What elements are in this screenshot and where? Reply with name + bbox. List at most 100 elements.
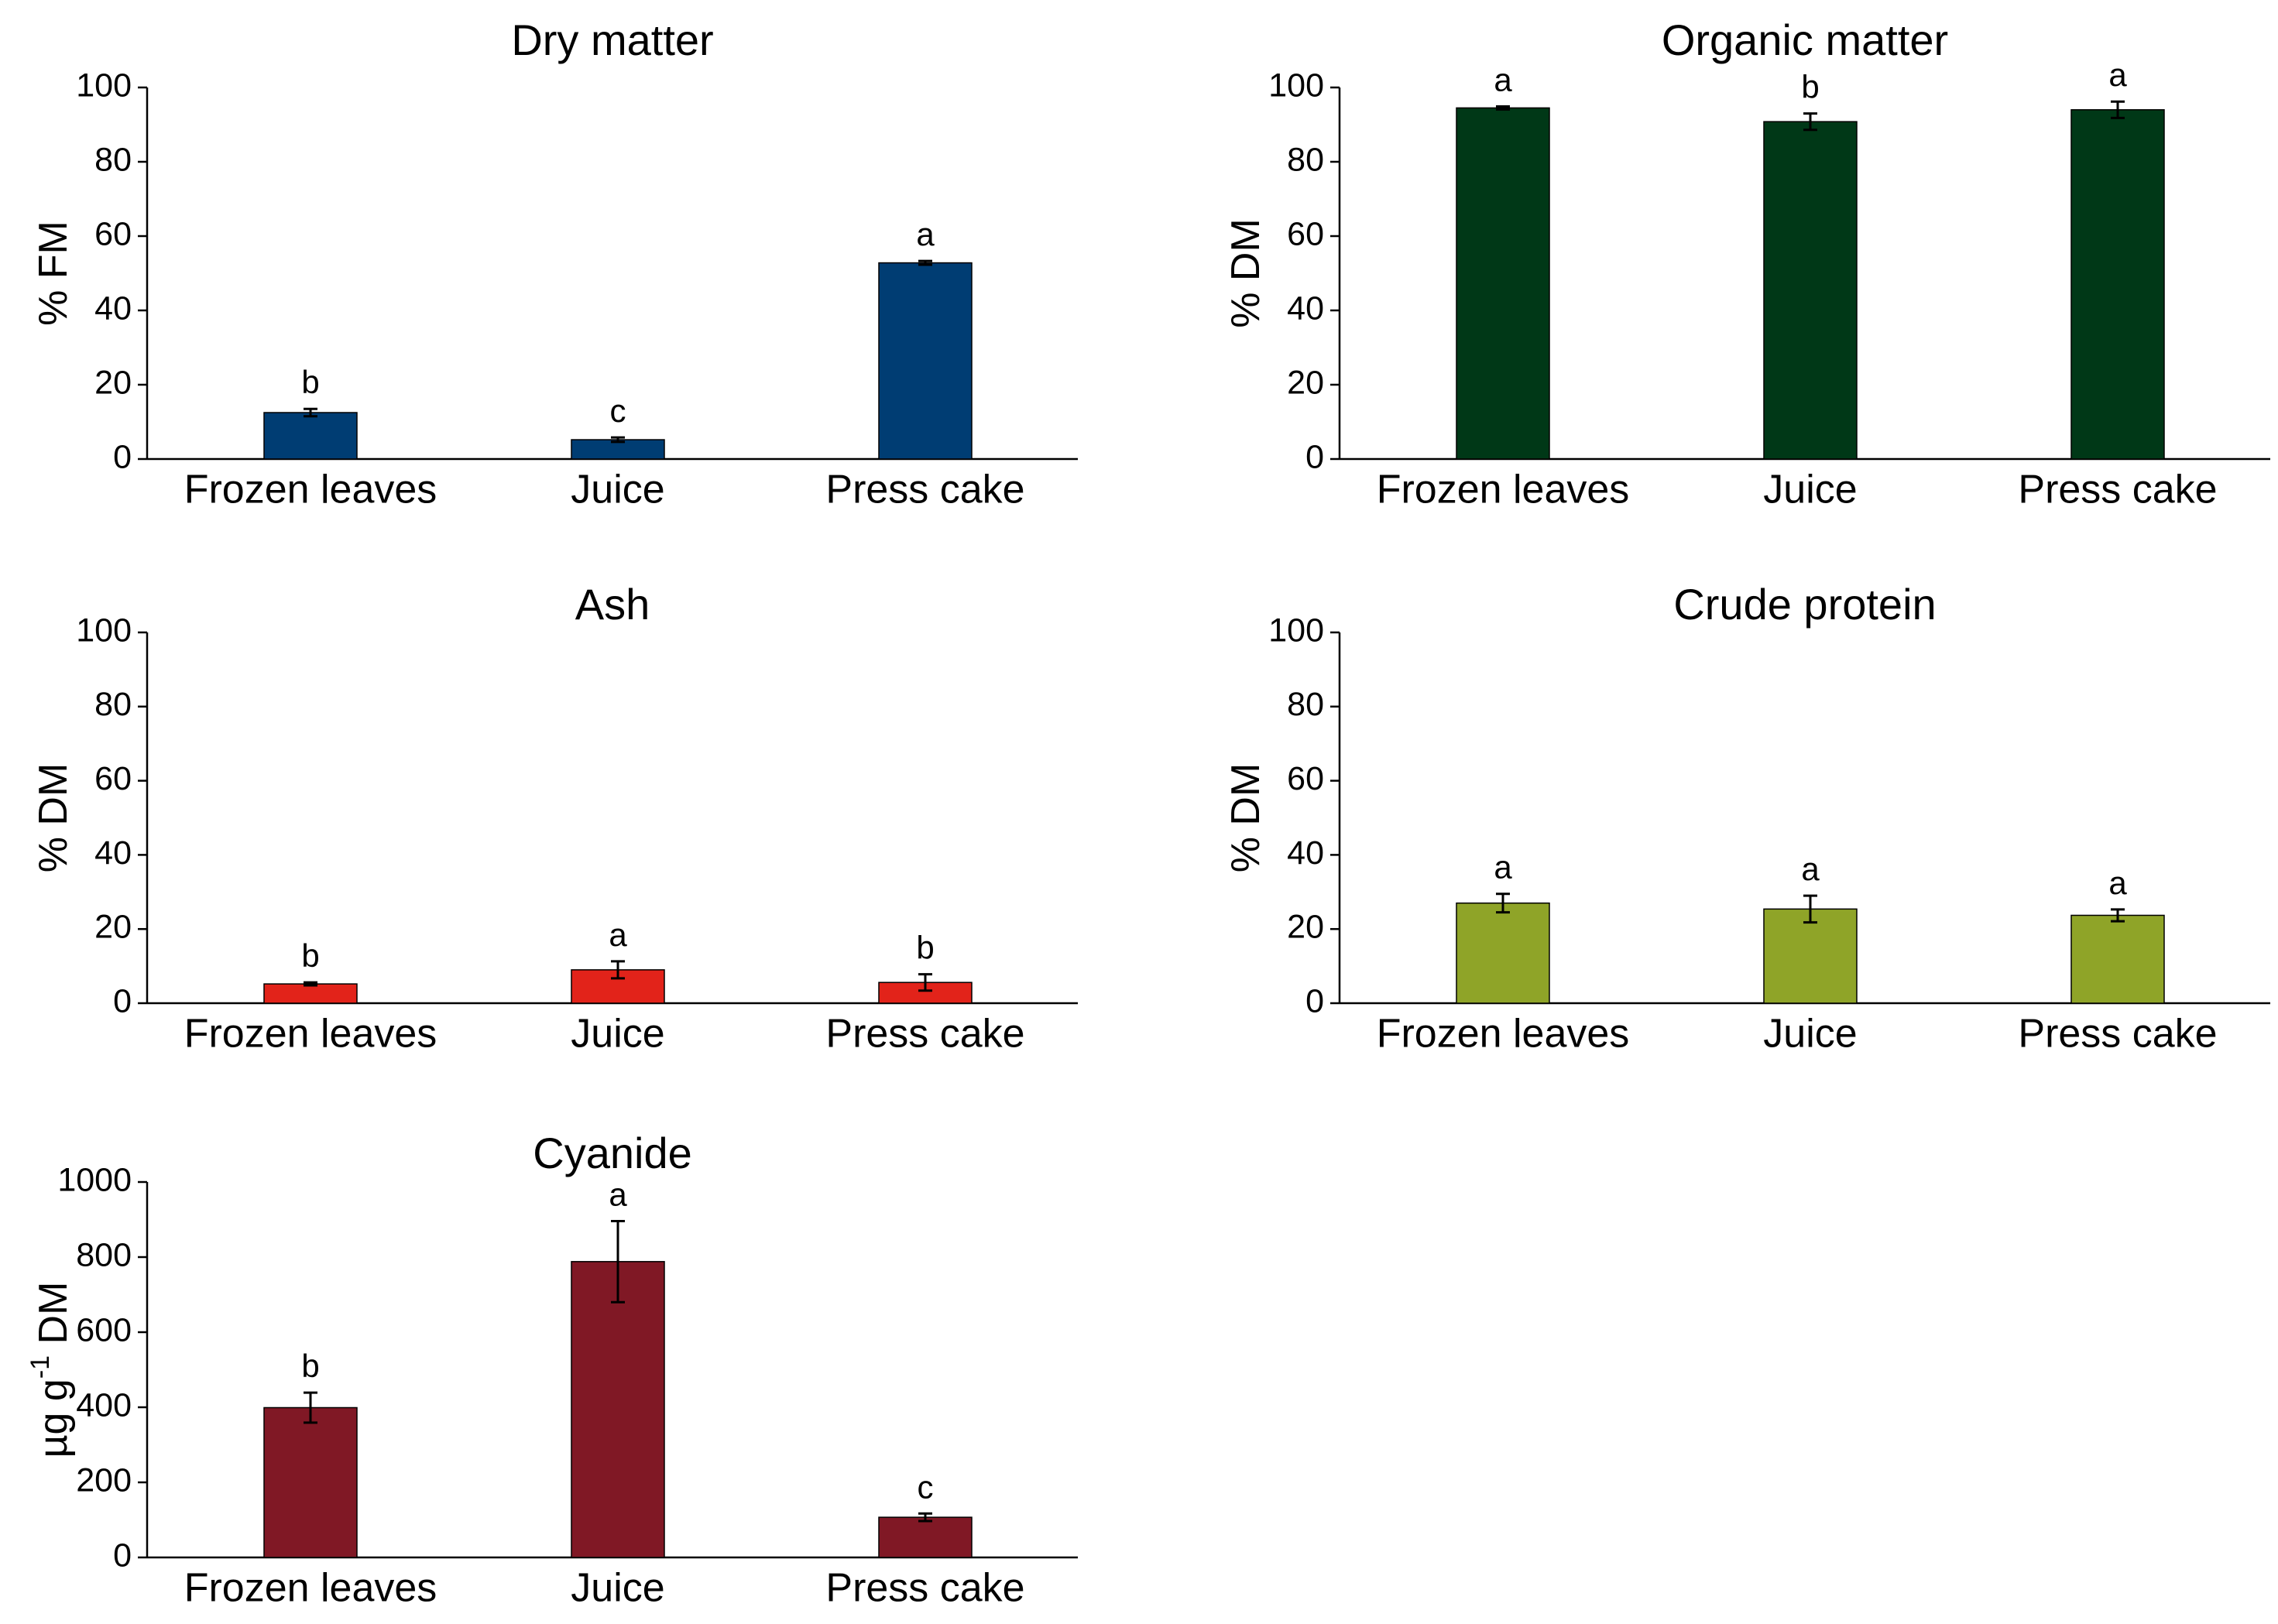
ash-y-tick-label: 0 [113, 982, 132, 1019]
organic-matter-significance-2: b [1801, 69, 1819, 105]
cyanide-bar-2 [571, 1261, 665, 1558]
dry-matter-x-tick-label-1: Frozen leaves [184, 468, 437, 512]
organic-matter-y-tick-label: 40 [1287, 290, 1324, 327]
dry-matter-significance-3: a [916, 216, 935, 252]
dry-matter-y-tick-label: 60 [94, 215, 132, 252]
crude-protein-x-tick-label-3: Press cake [2018, 1012, 2217, 1057]
crude-protein-significance-3: a [2108, 865, 2127, 901]
organic-matter-y-tick-label: 0 [1305, 438, 1324, 475]
ash-y-tick-label: 80 [94, 686, 132, 723]
dry-matter-y-tick-label: 100 [76, 67, 132, 104]
organic-matter-title: Organic matter [1662, 15, 1948, 64]
crude-protein-error-bar-1 [1496, 893, 1510, 914]
dry-matter-bar-1 [263, 412, 358, 460]
organic-matter-x-tick-label-3: Press cake [2018, 468, 2217, 512]
ash-bar-3 [878, 982, 973, 1004]
organic-matter-y-tick-label: 60 [1287, 215, 1324, 252]
organic-matter-y-tick-label: 100 [1268, 67, 1324, 104]
crude-protein-y-tick-label: 100 [1268, 612, 1324, 649]
dry-matter-significance-2: c [610, 392, 626, 429]
cyanide-significance-3: c [918, 1468, 934, 1505]
cyanide-y-tick-label: 800 [76, 1236, 132, 1273]
ash-y-tick-label: 20 [94, 909, 132, 946]
ash-y-tick-label: 60 [94, 760, 132, 797]
dry-matter-bar-3 [878, 262, 973, 460]
ash-y-label: % DM [31, 763, 76, 873]
ash-significance-2: a [609, 916, 627, 953]
crude-protein-x-tick-label-1: Frozen leaves [1377, 1012, 1630, 1057]
ash-chart: Ash 0 20 40 60 80 100 % DM b Frozen leaves a Juice b… [31, 580, 1078, 1057]
organic-matter-error-bar-1 [1496, 104, 1510, 111]
cyanide-significance-2: a [609, 1176, 627, 1212]
dry-matter-title: Dry matter [511, 15, 713, 64]
crude-protein-y-tick-label: 20 [1287, 909, 1324, 946]
ash-significance-3: b [916, 930, 934, 966]
ash-bar-1 [263, 983, 358, 1004]
cyanide-y-tick-label: 400 [76, 1386, 132, 1424]
dry-matter-y-label: % FM [31, 221, 76, 326]
cyanide-significance-1: b [301, 1348, 319, 1384]
ash-y-tick-label: 40 [94, 834, 132, 872]
cyanide-error-bar-1 [304, 1391, 317, 1424]
ash-significance-1: b [301, 937, 319, 974]
dry-matter-significance-1: b [301, 364, 319, 400]
organic-matter-chart: Organic matter 0 20 40 60 80 100 % DM a Frozen le… [1223, 15, 2270, 512]
ash-title: Ash [575, 580, 650, 629]
organic-matter-error-bar-2 [1803, 112, 1817, 132]
cyanide-y-tick-label: 600 [76, 1311, 132, 1348]
organic-matter-x-tick-label-1: Frozen leaves [1377, 468, 1630, 512]
cyanide-y-tick-label: 1000 [57, 1161, 132, 1198]
organic-matter-bar-2 [1763, 121, 1858, 460]
crude-protein-x-tick-label-2: Juice [1763, 1012, 1857, 1057]
cyanide-error-bar-3 [918, 1512, 932, 1523]
organic-matter-bar-3 [2070, 109, 2165, 460]
ash-x-tick-label-2: Juice [571, 1012, 664, 1057]
cyanide-chart: Cyanide 0 200 400 600 800 1000 µg g-1 DM b Frozen… [26, 1129, 1078, 1611]
organic-matter-y-label: % DM [1223, 218, 1268, 328]
crude-protein-y-label: % DM [1223, 763, 1268, 873]
dry-matter-y-tick-label: 20 [94, 364, 132, 401]
ash-error-bar-3 [918, 973, 932, 992]
ash-x-tick-label-1: Frozen leaves [184, 1012, 437, 1057]
cyanide-y-tick-label: 0 [113, 1537, 132, 1574]
dry-matter-x-tick-label-2: Juice [571, 468, 664, 512]
crude-protein-bar-1 [1456, 902, 1550, 1004]
dry-matter-chart: Dry matter 0 20 40 60 80 100 % FM b Frozen leaves… [31, 15, 1078, 512]
organic-matter-x-tick-label-2: Juice [1763, 468, 1857, 512]
cyanide-title: Cyanide [533, 1129, 691, 1177]
crude-protein-significance-1: a [1494, 849, 1512, 886]
ash-y-tick-label: 100 [76, 612, 132, 649]
cyanide-x-tick-label-2: Juice [571, 1566, 664, 1611]
crude-protein-significance-2: a [1801, 851, 1820, 887]
crude-protein-error-bar-3 [2111, 908, 2125, 923]
dry-matter-error-bar-2 [611, 436, 625, 444]
dry-matter-y-tick-label: 0 [113, 438, 132, 475]
organic-matter-significance-3: a [2108, 57, 2127, 93]
crude-protein-title: Crude protein [1673, 580, 1936, 629]
ash-x-tick-label-3: Press cake [825, 1012, 1024, 1057]
crude-protein-chart: Crude protein 0 20 40 60 80 100 % DM a Frozen lea… [1223, 580, 2270, 1057]
organic-matter-significance-1: a [1494, 61, 1512, 98]
organic-matter-y-tick-label: 20 [1287, 364, 1324, 401]
dry-matter-x-tick-label-3: Press cake [825, 468, 1024, 512]
crude-protein-y-tick-label: 0 [1305, 982, 1324, 1019]
organic-matter-y-tick-label: 80 [1287, 141, 1324, 178]
cyanide-y-label: µg g-1 DM [26, 1282, 76, 1458]
organic-matter-error-bar-3 [2111, 100, 2125, 119]
organic-matter-bar-1 [1456, 107, 1550, 460]
cyanide-y-tick-label: 200 [76, 1461, 132, 1499]
crude-protein-y-tick-label: 40 [1287, 834, 1324, 872]
cyanide-bar-3 [878, 1516, 973, 1558]
cyanide-x-tick-label-3: Press cake [825, 1566, 1024, 1611]
crude-protein-error-bar-2 [1803, 894, 1817, 924]
crude-protein-y-tick-label: 60 [1287, 760, 1324, 797]
cyanide-error-bar-2 [611, 1219, 625, 1304]
cyanide-x-tick-label-1: Frozen leaves [184, 1566, 437, 1611]
dry-matter-y-tick-label: 40 [94, 290, 132, 327]
crude-protein-bar-2 [1763, 908, 1858, 1004]
ash-error-bar-1 [304, 981, 317, 987]
cyanide-bar-1 [263, 1406, 358, 1558]
dry-matter-error-bar-1 [304, 407, 317, 418]
crude-protein-bar-3 [2070, 914, 2165, 1004]
